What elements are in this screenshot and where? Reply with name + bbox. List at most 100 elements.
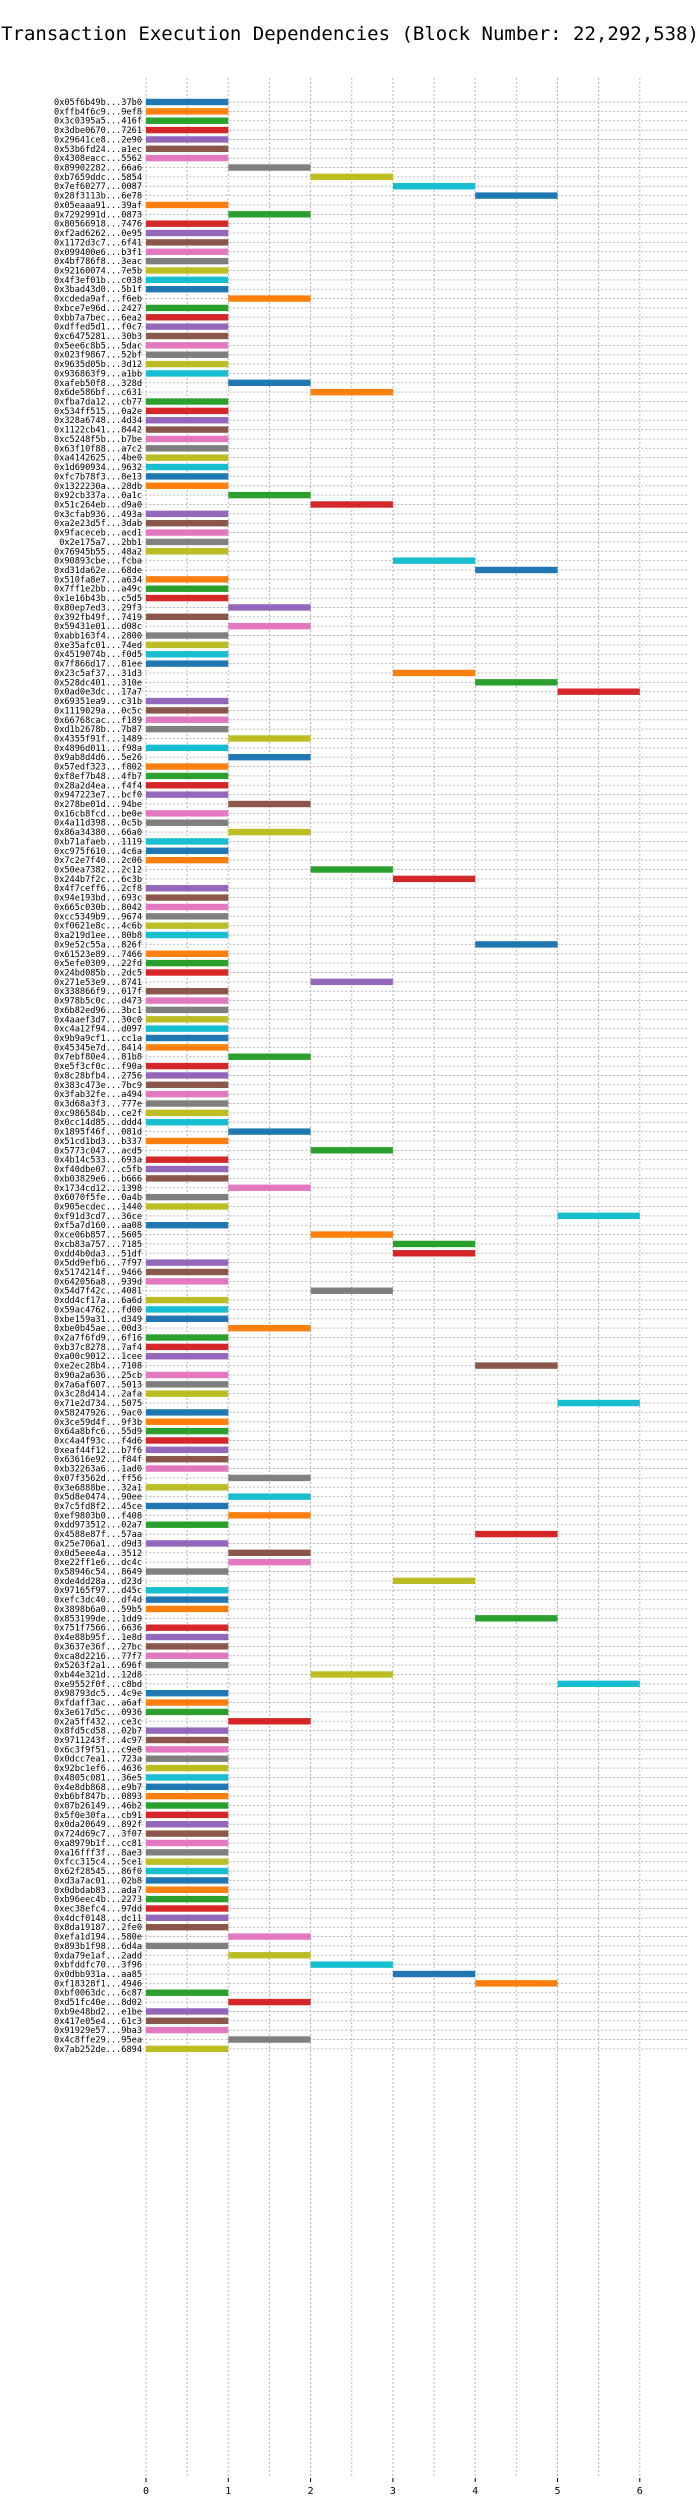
transaction-label: 0xbe0b45ae...00d3 xyxy=(54,1324,142,1334)
transaction-label: 0x6de586bf...c631 xyxy=(54,388,142,398)
transaction-bar xyxy=(228,735,311,742)
transaction-label: 0xf18328f1...4946 xyxy=(54,1979,142,1989)
transaction-bar xyxy=(228,1324,311,1332)
transaction-bar xyxy=(146,1109,229,1117)
transaction-bar xyxy=(146,903,229,911)
transaction-label: 0xdffed5d1...f0c7 xyxy=(54,323,142,333)
transaction-label: 0x7ebf80e4...81b8 xyxy=(54,1053,142,1063)
transaction-bar xyxy=(146,445,229,452)
transaction-bar xyxy=(146,1708,229,1716)
transaction-label: 0xbfddfc70...3f96 xyxy=(54,1961,142,1971)
transaction-bar xyxy=(146,454,229,461)
transaction-bar xyxy=(146,2026,229,2034)
transaction-bar xyxy=(228,2036,311,2043)
transaction-label: 0x6070f5fe...0a4b xyxy=(54,1193,142,1203)
transaction-label: 0x5dd9efb6...7f97 xyxy=(54,1259,142,1269)
transaction-bar xyxy=(310,1287,393,1294)
transaction-bar xyxy=(146,1006,229,1014)
transaction-bar xyxy=(392,875,476,883)
transaction-label: 0xb03829e6...b666 xyxy=(54,1174,142,1184)
transaction-bar xyxy=(146,1016,229,1023)
transaction-bar xyxy=(146,351,229,358)
transaction-label: 0xa8979b1f...cc81 xyxy=(54,1839,142,1849)
transaction-bar xyxy=(557,1680,640,1688)
transaction-bar xyxy=(146,1821,229,1828)
transaction-bar xyxy=(146,2008,229,2015)
transaction-label: 0xd1b2678b...7b87 xyxy=(54,725,142,735)
transaction-label: 0x9635d05b...3d12 xyxy=(54,360,142,370)
transaction-label: 0x07f3562d...ff56 xyxy=(54,1474,142,1484)
transaction-label: 0x59ac4762...fd00 xyxy=(54,1305,142,1315)
transaction-label: 0x45345e7d...8414 xyxy=(54,1043,142,1053)
transaction-label: 0x92cb337a...0a1c xyxy=(54,491,142,501)
transaction-label: 0x4f7ceff6...2cf8 xyxy=(54,884,142,894)
transaction-bar xyxy=(146,997,229,1004)
transaction-bar xyxy=(146,1034,229,1042)
transaction-label: 0x4519074b...f0d5 xyxy=(54,650,142,660)
transaction-label: 0x9711243f...4c97 xyxy=(54,1736,142,1746)
transaction-label: 0x8fd5cd58...02b7 xyxy=(54,1727,142,1737)
transaction-bar xyxy=(146,267,229,274)
transaction-label: 0x8c28bfb4...2756 xyxy=(54,1071,142,1081)
transaction-label: 0x98793dc5...4c9e xyxy=(54,1689,142,1699)
transaction-label: 0xfcc315c4...5ce1 xyxy=(54,1858,142,1868)
transaction-label: 0xefa1d194...580e xyxy=(54,1933,142,1943)
transaction-bar xyxy=(146,1774,229,1781)
transaction-bar xyxy=(146,1100,229,1107)
transaction-label: 0xdd4b0da3...51df xyxy=(54,1249,142,1259)
transaction-bar xyxy=(310,501,393,508)
transaction-bar xyxy=(146,1156,229,1163)
transaction-label: 0xeaf44f12...b7f6 xyxy=(54,1446,142,1456)
transaction-bar xyxy=(228,1718,311,1725)
transaction-bar xyxy=(146,1895,229,1903)
transaction-bar xyxy=(146,1259,229,1266)
transaction-label: 0x1172d3c7...6f41 xyxy=(54,238,142,248)
transaction-label: 0x023f9867...52bf xyxy=(54,351,142,361)
transaction-bar xyxy=(146,1090,229,1098)
transaction-bar xyxy=(146,1811,229,1819)
transaction-bar xyxy=(146,697,229,705)
transaction-label: 0xa4142625...4be0 xyxy=(54,454,142,464)
transaction-label: 0x3cfab936...493a xyxy=(54,510,142,520)
transaction-bar xyxy=(146,1858,229,1865)
transaction-bar xyxy=(146,1652,229,1659)
transaction-bar xyxy=(310,866,393,873)
transaction-label: 0xe2ec28b4...7108 xyxy=(54,1362,142,1372)
transaction-bar xyxy=(228,622,311,630)
transaction-bar xyxy=(146,763,229,770)
transaction-label: 0x4dcf0148...dc11 xyxy=(54,1914,142,1924)
transaction-label: 0xf0621e8c...4c6b xyxy=(54,922,142,932)
transaction-bar xyxy=(146,969,229,976)
transaction-bar xyxy=(146,772,229,780)
transaction-bar xyxy=(392,1250,476,1257)
transaction-label: 0x751f7566...6636 xyxy=(54,1624,142,1634)
transaction-label: 0x05eaaa91...39af xyxy=(54,201,142,211)
transaction-label: 0xdd973512...02a7 xyxy=(54,1521,142,1531)
transaction-bar xyxy=(146,1877,229,1884)
transaction-label: 0xda79e1af...2add xyxy=(54,1951,142,1961)
transaction-bar xyxy=(146,1914,229,1922)
transaction-label: 0xcb83a757...7185 xyxy=(54,1240,142,1250)
transaction-label: 0x4e88b95f...1e8d xyxy=(54,1633,142,1643)
transaction-label: 0x4f3ef01b...c038 xyxy=(54,276,142,286)
transaction-bar xyxy=(228,1549,311,1556)
transaction-label: 0xa00c9012...1cee xyxy=(54,1352,142,1362)
transaction-label: 0x1d690934...9632 xyxy=(54,463,142,473)
transaction-bar xyxy=(146,2017,229,2024)
transaction-bar xyxy=(146,922,229,929)
transaction-label: 0xb44e321d...12d8 xyxy=(54,1670,142,1680)
transaction-bar xyxy=(146,1137,229,1145)
transaction-label: 0x4aaef3d7...30c0 xyxy=(54,1015,142,1025)
transaction-bar xyxy=(146,1849,229,1856)
transaction-bar xyxy=(146,304,229,312)
transaction-bar xyxy=(146,1736,229,1744)
transaction-label: 0x271e53e9...8741 xyxy=(54,978,142,988)
transaction-bar xyxy=(228,1053,311,1060)
transaction-label: 0x4bf786f8...3eac xyxy=(54,257,142,267)
transaction-label: 0x510fa8e7...a634 xyxy=(54,575,142,585)
transaction-bar xyxy=(146,145,229,152)
transaction-bar xyxy=(146,594,229,602)
transaction-bar xyxy=(146,632,229,639)
transaction-bar xyxy=(228,1952,311,1959)
